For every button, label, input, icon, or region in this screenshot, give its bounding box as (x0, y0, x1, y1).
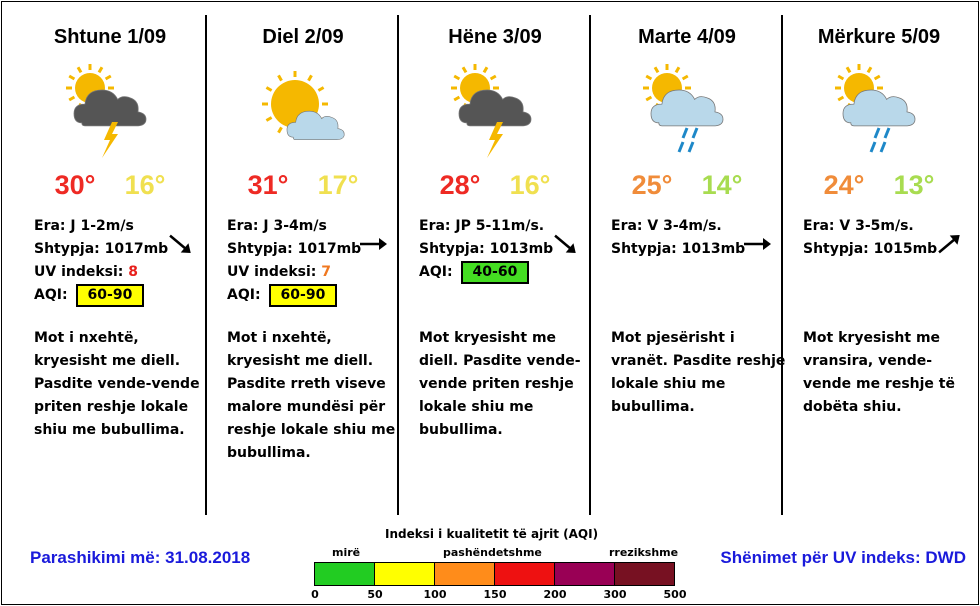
day-column: Diel 2/09 31° 17° Era: J 3-4m/s Shtypja: … (207, 0, 399, 520)
sun-cloud-icon (253, 62, 353, 162)
weather-details: Era: V 3-5m/s. Shtypja: 1015mb (803, 215, 937, 261)
wind-text: Era: V 3-4m/s. (611, 218, 722, 234)
sun-cloud-rain-icon (829, 62, 929, 162)
temp-max: 28° (439, 170, 481, 200)
aqi-scale-segment (375, 563, 435, 585)
weather-details: Era: J 1-2m/s Shtypja: 1017mb UV indeksi… (34, 215, 168, 307)
day-title: Marte 4/09 (638, 26, 736, 48)
aqi-row: AQI: 60-90 (34, 284, 168, 307)
temp-max: 30° (54, 170, 96, 200)
weather-details: Era: J 3-4m/s Shtypja: 1017mb UV indeksi… (227, 215, 361, 307)
aqi-row: AQI: 40-60 (419, 261, 553, 284)
sun-cloud-thunder-icon (445, 62, 545, 162)
temp-min: 13° (893, 170, 935, 200)
weather-details: Era: JP 5-11m/s. Shtypja: 1013mb AQI: 40-… (419, 215, 553, 284)
day-column: Hëne 3/09 28° 16° Era: JP 5-11m/s. Shtypj… (399, 0, 591, 520)
sun-cloud-rain-icon (637, 62, 737, 162)
aqi-scale-tick: 50 (367, 588, 383, 601)
aqi-scale-tick: 150 (483, 588, 507, 601)
aqi-scale-tick: 500 (663, 588, 687, 601)
uv-index: UV indeksi: 8 (34, 264, 139, 280)
forecast-description: Mot pjesërisht i vranët. Pasdite reshje … (611, 330, 786, 415)
aqi-scale-tick: 200 (543, 588, 567, 601)
aqi-label-unhealthy: pashëndetshme (443, 546, 542, 559)
aqi-color-scale (314, 562, 675, 586)
aqi-row: AQI: 60-90 (227, 284, 361, 307)
column-divider (397, 15, 399, 515)
pressure-text: Shtypja: 1017mb (227, 241, 362, 257)
temperatures: 30° 16° (14, 170, 206, 201)
wind-text: Era: JP 5-11m/s. (419, 218, 545, 234)
aqi-scale-title: Indeksi i kualitetit të ajrit (AQI) (385, 527, 599, 541)
weather-details: Era: V 3-4m/s. Shtypja: 1013mb (611, 215, 745, 261)
wind-text: Era: J 3-4m/s (227, 218, 327, 234)
aqi-label-hazardous: rrezikshme (609, 546, 679, 559)
day-title: Shtune 1/09 (53, 26, 167, 48)
pressure-text: Shtypja: 1013mb (419, 241, 554, 257)
day-column: Mërkure 5/09 24° 13° Era: V 3-5m/s. Shtyp… (783, 0, 975, 520)
temp-max: 31° (247, 170, 289, 200)
forecast-description: Mot kryesisht me vransira, vende-vende m… (803, 330, 955, 415)
temp-min: 16° (509, 170, 551, 200)
uv-value: 7 (321, 264, 332, 280)
forecast-description: Mot i nxehtë, kryesisht me diell. Pasdit… (227, 330, 396, 461)
temp-max: 25° (631, 170, 673, 200)
aqi-scale-tick: 100 (423, 588, 447, 601)
aqi-scale-segment (555, 563, 615, 585)
day-title: Mërkure 5/09 (817, 26, 941, 48)
uv-source-note: Shënimet për UV indeks: DWD (720, 548, 966, 567)
aqi-badge: 60-90 (75, 284, 145, 307)
aqi-scale-tick: 0 (311, 588, 319, 601)
aqi-scale-tick: 300 (603, 588, 627, 601)
temp-max: 24° (823, 170, 865, 200)
uv-value: 8 (128, 264, 139, 280)
forecast-date: Parashikimi më: 31.08.2018 (30, 548, 251, 567)
day-title: Hëne 3/09 (448, 26, 542, 48)
temperatures: 28° 16° (399, 170, 591, 201)
uv-index: UV indeksi: 7 (227, 264, 332, 280)
wind-direction-icon (357, 228, 389, 260)
temperatures: 25° 14° (591, 170, 783, 201)
pressure-text: Shtypja: 1017mb (34, 241, 169, 257)
day-column: Shtune 1/09 30° 16° Era: J 1-2m/s Shtypja… (14, 0, 206, 520)
temperatures: 24° 13° (783, 170, 975, 201)
temp-min: 17° (317, 170, 359, 200)
column-divider (781, 15, 783, 515)
aqi-badge: 40-60 (460, 261, 530, 284)
pressure-text: Shtypja: 1015mb (803, 241, 938, 257)
forecast-description: Mot kryesisht me diell. Pasdite vende-ve… (419, 330, 581, 438)
temp-min: 16° (124, 170, 166, 200)
forecast-description: Mot i nxehtë, kryesisht me diell. Pasdit… (34, 330, 200, 438)
wind-direction-icon (164, 228, 196, 260)
aqi-scale-segment (615, 563, 674, 585)
aqi-label-good: mirë (332, 546, 361, 559)
aqi-scale-segment (315, 563, 375, 585)
day-column: Marte 4/09 25° 14° Era: V 3-4m/s. Shtypja… (591, 0, 786, 520)
column-divider (589, 15, 591, 515)
wind-text: Era: V 3-5m/s. (803, 218, 914, 234)
wind-direction-icon (549, 228, 581, 260)
column-divider (205, 15, 207, 515)
sun-cloud-thunder-icon (60, 62, 160, 162)
pressure-text: Shtypja: 1013mb (611, 241, 746, 257)
temp-min: 14° (701, 170, 743, 200)
day-title: Diel 2/09 (262, 26, 344, 48)
wind-direction-icon (741, 228, 773, 260)
wind-direction-icon (933, 228, 965, 260)
aqi-scale-segment (435, 563, 495, 585)
temperatures: 31° 17° (207, 170, 399, 201)
aqi-scale-segment (495, 563, 555, 585)
aqi-badge: 60-90 (268, 284, 338, 307)
wind-text: Era: J 1-2m/s (34, 218, 134, 234)
